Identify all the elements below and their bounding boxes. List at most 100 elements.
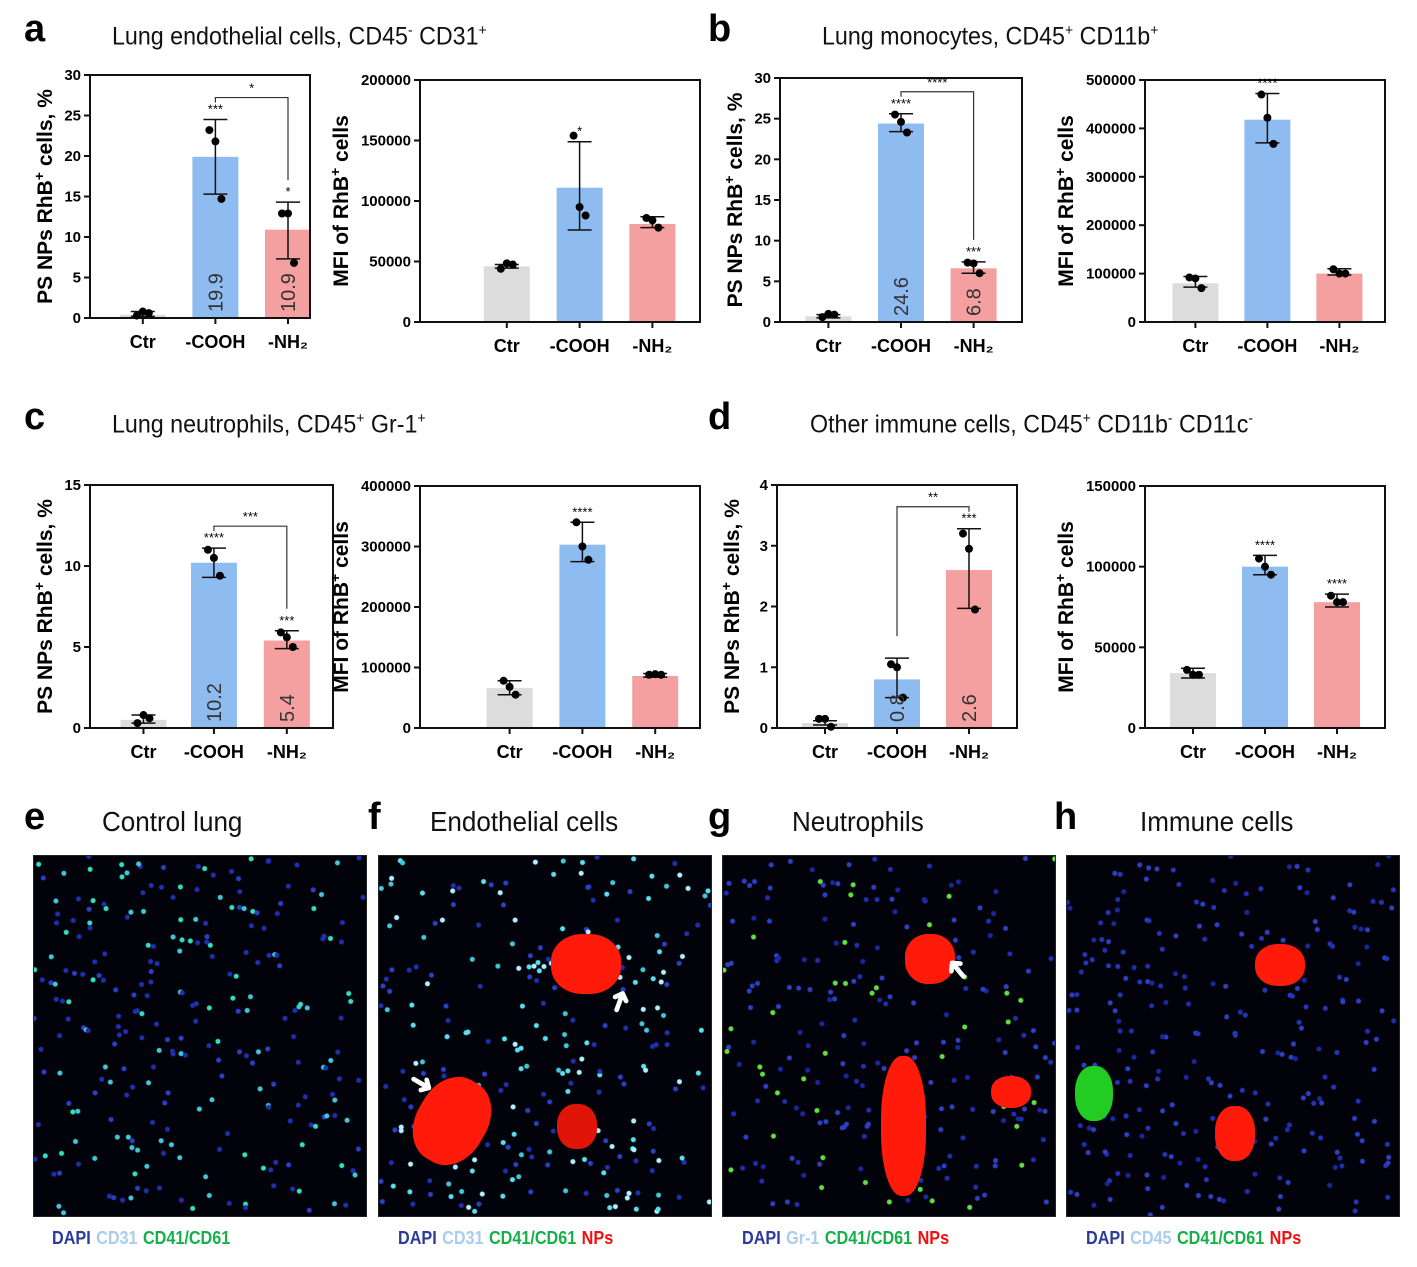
data-point bbox=[1269, 139, 1278, 148]
data-point bbox=[581, 211, 590, 220]
data-point bbox=[959, 529, 967, 538]
y-tick-label: 50000 bbox=[369, 254, 411, 271]
data-point bbox=[145, 714, 154, 723]
panel-letter-e: e bbox=[24, 796, 46, 838]
data-point bbox=[887, 660, 895, 669]
bar-value-label: 0.8 bbox=[887, 694, 909, 722]
y-label-text: cells bbox=[1055, 521, 1078, 574]
nanoparticle-cluster bbox=[1215, 1106, 1255, 1161]
nanoparticle-cluster bbox=[557, 1104, 597, 1149]
x-tick-label: Ctr bbox=[1182, 336, 1208, 356]
x-tick-label: -NH₂ bbox=[1317, 742, 1357, 762]
panel-letter-h: h bbox=[1054, 796, 1078, 838]
bracket-significance-stars: ** bbox=[928, 490, 938, 505]
data-point bbox=[502, 259, 511, 268]
data-point bbox=[1191, 274, 1200, 283]
data-point bbox=[276, 628, 285, 637]
data-point bbox=[578, 542, 587, 551]
bar-0 bbox=[1172, 283, 1219, 322]
y-label-text: cells, % bbox=[34, 89, 57, 172]
y-axis-label: MFI of RhB+ cells bbox=[327, 115, 353, 287]
y-tick-label: 4 bbox=[760, 477, 769, 494]
data-point bbox=[1197, 284, 1206, 293]
y-tick-label: 300000 bbox=[1086, 169, 1136, 186]
significance-stars: *** bbox=[961, 511, 976, 526]
data-point bbox=[821, 714, 829, 723]
panel-letter-c: c bbox=[24, 396, 46, 438]
bar-value-label: 5.4 bbox=[277, 694, 299, 722]
data-point bbox=[284, 209, 292, 218]
y-label-sup: + bbox=[718, 582, 734, 590]
legend-nps: NPs bbox=[1269, 1228, 1302, 1248]
legend-cd45: CD45 bbox=[1130, 1228, 1172, 1248]
y-tick-label: 200000 bbox=[361, 599, 411, 616]
y-label-sup: + bbox=[327, 168, 343, 176]
panel-title-d: Other immune cells, CD45+ CD11b- CD11c- bbox=[810, 410, 1253, 439]
significance-bracket bbox=[900, 91, 975, 240]
bar-0 bbox=[120, 719, 167, 728]
y-axis-label: MFI of RhB+ cells bbox=[327, 521, 353, 693]
nanoparticle-cluster bbox=[991, 1076, 1031, 1108]
y-label-text: MFI of RhB bbox=[330, 176, 353, 287]
microscopy-image-endothelial: ➜ ➜ bbox=[378, 855, 712, 1217]
data-point bbox=[1195, 670, 1203, 679]
bar-1 bbox=[1242, 566, 1288, 728]
data-point bbox=[648, 216, 657, 225]
legend-cd31: CD31 bbox=[442, 1228, 484, 1248]
data-point bbox=[215, 571, 224, 580]
data-point bbox=[138, 307, 147, 316]
title-text: Lung endothelial cells, CD45 bbox=[112, 22, 408, 51]
x-tick-label: Ctr bbox=[815, 336, 841, 356]
data-point bbox=[144, 309, 153, 318]
panel-title-e: Control lung bbox=[102, 806, 243, 837]
x-tick-label: -COOH bbox=[871, 336, 931, 356]
legend-cd41-cd61: CD41/CD61 bbox=[142, 1228, 231, 1248]
data-point bbox=[133, 719, 142, 728]
data-point bbox=[1255, 554, 1263, 563]
nanoparticle-cluster bbox=[881, 1056, 926, 1196]
bracket-significance-stars: *** bbox=[243, 509, 258, 524]
y-label-text: MFI of RhB bbox=[1055, 582, 1078, 693]
x-tick-label: -COOH bbox=[552, 742, 612, 762]
y-tick-label: 2 bbox=[760, 599, 768, 616]
y-label-sup: + bbox=[1052, 168, 1068, 176]
data-point bbox=[971, 605, 979, 614]
significance-stars: **** bbox=[1255, 537, 1275, 552]
y-label-text: cells bbox=[1055, 115, 1078, 168]
bar-value-label: 19.9 bbox=[205, 273, 227, 312]
data-point bbox=[657, 670, 666, 679]
y-tick-label: 10 bbox=[754, 233, 771, 250]
y-label-text: MFI of RhB bbox=[1055, 176, 1078, 287]
data-point bbox=[642, 213, 651, 222]
microscopy-image-control-lung bbox=[33, 855, 367, 1217]
y-tick-label: 15 bbox=[754, 192, 771, 209]
significance-bracket bbox=[213, 525, 288, 609]
x-tick-label: -NH₂ bbox=[1319, 336, 1359, 356]
x-tick-label: -COOH bbox=[867, 742, 927, 762]
y-label-text: PS NPs RhB bbox=[724, 184, 747, 308]
y-tick-label: 0 bbox=[403, 720, 411, 737]
title-text: Lung neutrophils, CD45 bbox=[112, 410, 357, 439]
y-tick-label: 25 bbox=[64, 108, 81, 125]
bar-0 bbox=[1170, 673, 1216, 728]
y-tick-label: 200000 bbox=[361, 72, 411, 89]
legend-nps: NPs bbox=[581, 1228, 614, 1248]
x-tick-label: Ctr bbox=[812, 742, 838, 762]
y-tick-label: 0 bbox=[1128, 720, 1136, 737]
data-point bbox=[1183, 665, 1191, 674]
y-tick-label: 5 bbox=[763, 273, 771, 290]
data-point bbox=[499, 676, 508, 685]
x-tick-label: -COOH bbox=[185, 332, 245, 352]
significance-stars: *** bbox=[966, 244, 981, 259]
data-point bbox=[572, 518, 581, 527]
y-label-text: MFI of RhB bbox=[330, 582, 353, 693]
panel-title-g: Neutrophils bbox=[792, 806, 924, 837]
y-tick-label: 0 bbox=[73, 720, 81, 737]
x-tick-label: -NH₂ bbox=[632, 336, 672, 356]
bar-1 bbox=[878, 123, 924, 323]
significance-stars: **** bbox=[204, 530, 224, 545]
stain-legend-g: DAPI Gr-1 CD41/CD61 NPs bbox=[742, 1228, 954, 1249]
data-point bbox=[1339, 598, 1347, 607]
bar-0 bbox=[805, 316, 852, 322]
bar-value-label: 6.8 bbox=[964, 288, 986, 316]
